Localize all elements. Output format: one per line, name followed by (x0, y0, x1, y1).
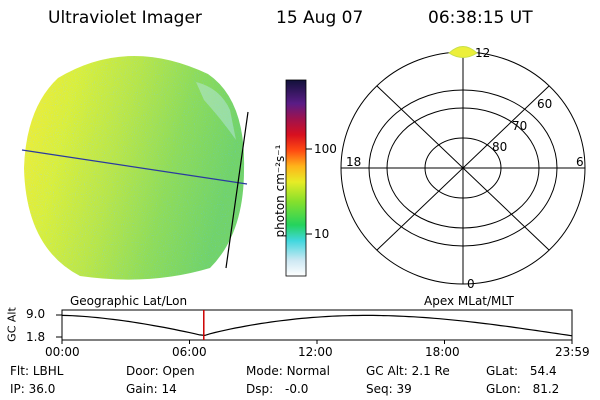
timeline-x-tick-1800: 18:00 (425, 345, 460, 359)
aurora-patch (448, 46, 478, 58)
timeline-x-ticks (61, 340, 573, 344)
timeline-y-tick-bottom: 1.8 (26, 330, 46, 344)
status-door: Door: Open (126, 364, 195, 378)
timeline-right-title: Apex MLat/MLT (424, 294, 514, 308)
polar-mlat-mlt-plot (340, 51, 586, 285)
status-gain: Gain: 14 (126, 382, 177, 396)
status-mode: Mode: Normal (246, 364, 330, 378)
timeline-x-tick-0600: 06:00 (172, 345, 207, 359)
colorbar-units: photon cm⁻²s⁻¹ (273, 144, 287, 238)
mlt-label-0: 0 (467, 277, 475, 291)
status-seq: Seq: 39 (366, 382, 412, 396)
mlat-label-60: 60 (537, 97, 553, 111)
timeline-x-tick-0000: 00:00 (45, 345, 80, 359)
terminator-line (225, 111, 249, 269)
colorbar (286, 80, 306, 276)
uv-earth-image (24, 55, 245, 280)
status-filter: Flt: LBHL (10, 364, 64, 378)
time-label: 06:38:15 UT (428, 8, 533, 28)
status-gc-alt: GC Alt: 2.1 Re (366, 364, 450, 378)
mlt-label-6: 6 (576, 155, 584, 169)
timeline-y-tick-top: 9.0 (26, 307, 46, 321)
timeline-x-tick-2359: 23:59 (555, 345, 590, 359)
date-label: 15 Aug 07 (276, 8, 364, 28)
altitude-curve (61, 314, 573, 337)
colorbar-label-100: 100 (314, 142, 337, 156)
timeline-x-tick-1200: 12:00 (298, 345, 333, 359)
geographic-lat-line (21, 149, 248, 185)
mlat-label-80: 80 (492, 140, 508, 154)
status-dsp: Dsp: -0.0 (246, 382, 309, 396)
status-glon: GLon: 81.2 (486, 382, 560, 396)
mlt-label-12: 12 (475, 46, 491, 60)
mlt-label-18: 18 (346, 155, 362, 169)
status-glat: GLat: 54.4 (486, 364, 557, 378)
status-ip: IP: 36.0 (10, 382, 56, 396)
colorbar-label-10: 10 (314, 227, 330, 241)
instrument-title: Ultraviolet Imager (48, 8, 202, 28)
mlat-label-70: 70 (512, 119, 528, 133)
timeline-y-axis-label: GC Alt (5, 307, 19, 342)
timeline-left-title: Geographic Lat/Lon (70, 294, 188, 308)
